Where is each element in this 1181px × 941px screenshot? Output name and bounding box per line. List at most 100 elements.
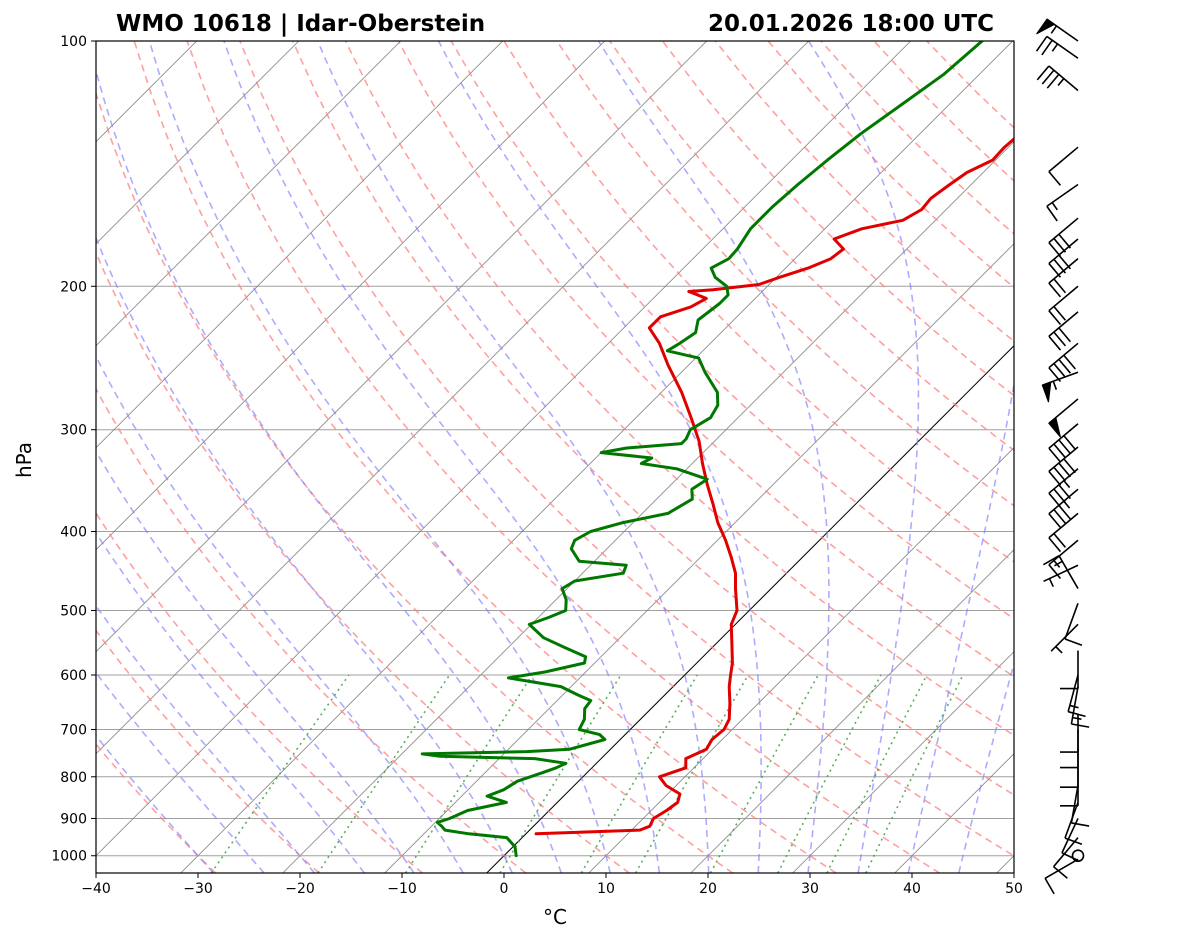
x-tick-label: −10 [387,881,417,897]
temperature-profile [534,136,1014,836]
x-tick-label: −40 [81,881,111,897]
dry-adiabat [397,41,1014,678]
y-tick-label: 200 [60,279,87,295]
wind-barb [1048,488,1079,529]
reference-lines [96,41,1014,873]
x-tick-label: −30 [183,881,213,897]
chart-title-time: 20.01.2026 18:00 UTC [708,11,994,37]
mixing-ratio-line [404,674,533,873]
x-tick-label: 0 [500,881,509,897]
dry-adiabat [556,41,1014,507]
wind-barb [1035,35,1079,59]
isotherm-line [96,41,810,755]
mixing-ratio-line [317,674,451,873]
y-tick-label: 800 [60,770,87,786]
y-tick-label: 700 [60,723,87,739]
dry-adiabat [609,41,1014,452]
moist-adiabat [148,41,611,873]
wind-barb [1044,858,1079,895]
wind-barb [1048,446,1079,486]
dry-adiabat [133,41,837,873]
wind-barb [1048,398,1079,438]
chart-title-station: WMO 10618 | Idar-Oberstein [116,11,485,37]
wind-barb [1052,837,1079,879]
y-tick-label: 100 [60,34,87,50]
moist-adiabat [96,67,562,873]
y-tick-label: 500 [60,603,87,619]
wind-barb [1048,423,1079,463]
dry-adiabat [239,41,1014,857]
zero-isotherm [486,345,1014,873]
x-tick-label: 40 [903,881,921,897]
x-tick-label: 10 [597,881,615,897]
dry-adiabat [96,629,320,873]
isotherm-line [96,41,912,857]
isotherm-line [282,141,1014,873]
isotherm-line [96,41,300,245]
mixing-ratio-line [826,674,928,873]
wind-barb [1043,554,1079,589]
y-tick-label: 300 [60,423,87,439]
wind-barb [1050,623,1079,654]
y-tick-label: 400 [60,525,87,541]
wind-barb [1043,564,1079,588]
moist-adiabat [907,380,1014,873]
isotherm-line [96,41,402,347]
x-tick-label: 50 [1005,881,1023,897]
x-axis-label: °C [543,905,567,929]
isotherm-line [792,651,1014,873]
y-tick-label: 900 [60,811,87,827]
isotherm-line [690,549,1014,873]
dry-adiabat [96,511,423,873]
moist-adiabat [96,354,464,873]
moist-adiabat [96,531,365,873]
wind-barb [1048,217,1079,257]
isotherm-line [96,41,504,449]
moist-adiabat [807,41,920,873]
plot-frame [95,40,1015,874]
y-axis: 1000 900 800 700 600 500 400 300 200 100 [51,34,96,865]
isotherm-line [96,41,606,551]
wind-barb [1036,18,1079,42]
wind-barb [1048,512,1079,553]
x-tick-label: −20 [285,881,315,897]
wind-barb [1036,65,1079,92]
moist-adiabat [96,734,214,873]
y-axis-label: hPa [12,442,36,478]
mixing-ratio-line [210,674,350,873]
y-tick-label: 600 [60,668,87,684]
isotherm-line [384,243,1014,873]
moist-adiabat [96,235,514,873]
mixing-ratio-line [709,674,819,873]
dry-adiabat [96,90,734,873]
dry-adiabat [661,41,1014,397]
x-axis: −40 −30 −20 −10 0 10 20 30 40 50 [81,873,1023,897]
isotherm-line [96,41,708,653]
wind-barbs [1035,18,1090,895]
moist-adiabat [223,41,661,873]
wind-barb [1064,603,1083,646]
x-tick-label: 30 [801,881,819,897]
wind-barb [1048,258,1079,298]
wind-barb [1041,371,1079,403]
dry-adiabat [344,41,1014,737]
moist-adiabat [96,604,316,873]
mixing-ratio-line [634,674,749,873]
x-tick-label: 20 [699,881,717,897]
wind-barb [1048,285,1079,325]
y-tick-label: 1000 [51,849,87,865]
dry-adiabat [503,41,1014,563]
moist-adiabat [316,41,710,873]
mixing-ratio-line [580,674,698,873]
wind-barb [1046,183,1079,222]
dry-adiabat [186,41,941,873]
wind-barb [1048,146,1079,186]
isotherm-line [588,447,1014,873]
wind-barb [1070,686,1090,728]
dry-adiabat [96,251,630,873]
dewpoint-profile [420,41,984,858]
sounding-lines [420,41,1014,858]
isotherm-line [180,41,1014,873]
moist-adiabat [96,671,265,873]
